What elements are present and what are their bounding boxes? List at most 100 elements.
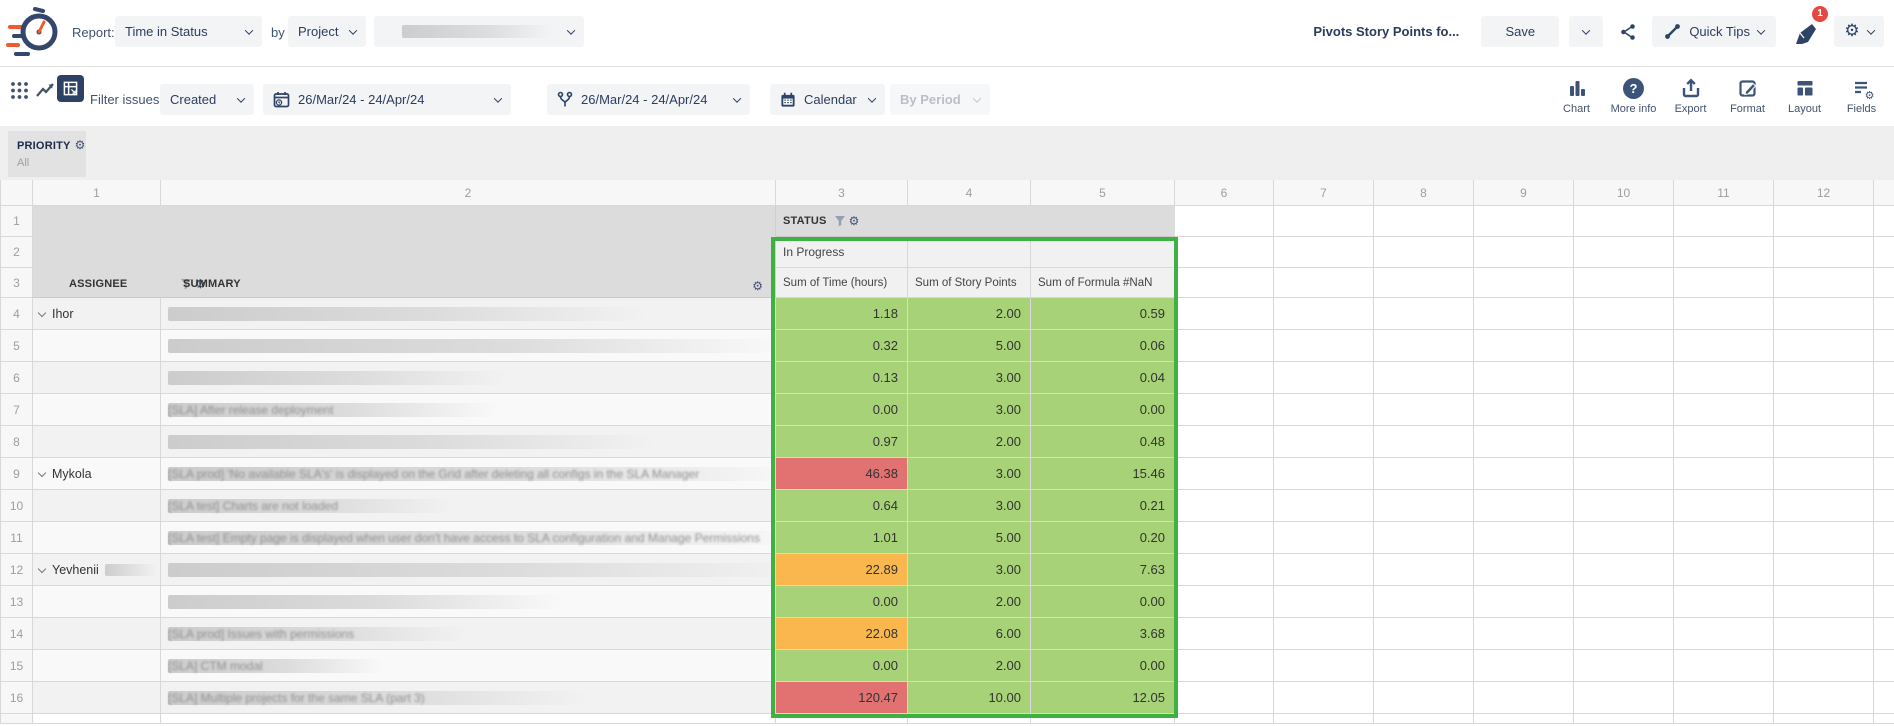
story-points-value-row7[interactable]: 3.00 (908, 394, 1031, 426)
formula-value-row9[interactable]: 15.46 (1031, 458, 1175, 490)
story-points-value-row13[interactable]: 2.00 (908, 586, 1031, 618)
assignee-cell-row7[interactable] (33, 394, 161, 426)
row-header-9[interactable]: 9 (1, 458, 33, 490)
measure-header-story-points[interactable]: Sum of Story Points (908, 268, 1031, 298)
assignee-cell-row9[interactable]: Mykola (33, 458, 161, 490)
column-header-7[interactable]: 7 (1274, 180, 1374, 206)
column-header-12[interactable]: 12 (1774, 180, 1874, 206)
summary-cell-row7[interactable]: [SLA] After release deployment (161, 394, 776, 426)
story-points-value-row8[interactable]: 2.00 (908, 426, 1031, 458)
summary-cell-row11[interactable]: [SLA test] Empty page is displayed when … (161, 522, 776, 554)
row-header-12[interactable]: 12 (1, 554, 33, 586)
assignee-cell-row6[interactable] (33, 362, 161, 394)
story-points-value-row10[interactable]: 3.00 (908, 490, 1031, 522)
column-header-11[interactable]: 11 (1674, 180, 1774, 206)
summary-cell-row4[interactable] (161, 298, 776, 330)
summary-cell-row14[interactable]: [SLA prod] Issues with permissions (161, 618, 776, 650)
row-header-16[interactable]: 16 (1, 682, 33, 714)
assignee-cell-row16[interactable] (33, 682, 161, 714)
formula-value-row6[interactable]: 0.04 (1031, 362, 1175, 394)
formula-value-row15[interactable]: 0.00 (1031, 650, 1175, 682)
formula-value-row12[interactable]: 7.63 (1031, 554, 1175, 586)
story-points-value-row15[interactable]: 2.00 (908, 650, 1031, 682)
assignee-cell-row13[interactable] (33, 586, 161, 618)
row-header-2[interactable]: 2 (1, 237, 33, 268)
time-in-status-value-row11[interactable]: 1.01 (776, 522, 908, 554)
summary-cell-row10[interactable]: [SLA test] Charts are not loaded (161, 490, 776, 522)
time-in-status-value-row8[interactable]: 0.97 (776, 426, 908, 458)
column-header-2[interactable]: 2 (161, 180, 776, 206)
column-header-5[interactable]: 5 (1031, 180, 1175, 206)
summary-cell-row8[interactable] (161, 426, 776, 458)
gear-icon[interactable]: ⚙ (195, 277, 206, 291)
time-in-status-value-row9[interactable]: 46.38 (776, 458, 908, 490)
column-header-6[interactable]: 6 (1175, 180, 1274, 206)
created-date-range-dropdown[interactable]: 26/Mar/24 - 24/Apr/24 (263, 84, 511, 115)
calendar-dropdown[interactable]: Calendar (770, 84, 885, 115)
group-by-dropdown[interactable]: Project (288, 16, 366, 47)
row-header-4[interactable]: 4 (1, 298, 33, 330)
row-header-3[interactable]: 3 (1, 268, 33, 298)
quick-tips-button[interactable]: Quick Tips (1652, 16, 1776, 47)
story-points-value-row6[interactable]: 3.00 (908, 362, 1031, 394)
assignee-cell-row14[interactable] (33, 618, 161, 650)
column-header-10[interactable]: 10 (1574, 180, 1674, 206)
row-header-13[interactable]: 13 (1, 586, 33, 618)
time-in-status-value-row13[interactable]: 0.00 (776, 586, 908, 618)
summary-cell-row16[interactable]: [SLA] Multiple projects for the same SLA… (161, 682, 776, 714)
time-in-status-value-row16[interactable]: 120.47 (776, 682, 908, 714)
expand-chevron-icon[interactable] (37, 468, 47, 477)
formula-value-row14[interactable]: 3.68 (1031, 618, 1175, 650)
summary-cell-row12[interactable] (161, 554, 776, 586)
summary-cell-row9[interactable]: [SLA prod] 'No available SLA's' is displ… (161, 458, 776, 490)
formula-value-row16[interactable]: 12.05 (1031, 682, 1175, 714)
summary-cell-row6[interactable] (161, 362, 776, 394)
assignee-cell-row8[interactable] (33, 426, 161, 458)
export-button[interactable]: Export (1662, 73, 1719, 115)
row-header-8[interactable]: 8 (1, 426, 33, 458)
summary-cell-row13[interactable] (161, 586, 776, 618)
story-points-value-row9[interactable]: 3.00 (908, 458, 1031, 490)
column-header-4[interactable]: 4 (908, 180, 1031, 206)
expand-chevron-icon[interactable] (37, 308, 47, 317)
status-value-cell[interactable]: In Progress (776, 237, 908, 268)
row-header-7[interactable]: 7 (1, 394, 33, 426)
layout-button[interactable]: Layout (1776, 73, 1833, 115)
gear-icon[interactable]: ⚙ (848, 214, 860, 228)
grid-view-icon[interactable] (10, 81, 29, 105)
time-in-status-value-row7[interactable]: 0.00 (776, 394, 908, 426)
time-in-status-value-row6[interactable]: 0.13 (776, 362, 908, 394)
share-button[interactable] (1612, 16, 1645, 47)
row-header-14[interactable]: 14 (1, 618, 33, 650)
story-points-value-row4[interactable]: 2.00 (908, 298, 1031, 330)
story-points-value-row11[interactable]: 5.00 (908, 522, 1031, 554)
row-header-5[interactable]: 5 (1, 330, 33, 362)
save-button[interactable]: Save (1481, 16, 1560, 47)
chart-button[interactable]: Chart (1548, 73, 1605, 115)
assignee-cell-row10[interactable] (33, 490, 161, 522)
filter-icon[interactable] (181, 278, 191, 290)
gear-icon[interactable]: ⚙ (74, 138, 86, 152)
story-points-value-row5[interactable]: 5.00 (908, 330, 1031, 362)
summary-cell-row5[interactable] (161, 330, 776, 362)
report-type-dropdown[interactable]: Time in Status (115, 16, 262, 47)
time-in-status-value-row12[interactable]: 22.89 (776, 554, 908, 586)
whats-new-button[interactable]: 1 (1790, 5, 1828, 49)
row-header-6[interactable]: 6 (1, 362, 33, 394)
row-header-10[interactable]: 10 (1, 490, 33, 522)
pivot-view-button[interactable] (57, 75, 84, 102)
measure-header-formula[interactable]: Sum of Formula #NaN (1031, 268, 1175, 298)
gear-icon[interactable]: ⚙ (752, 279, 763, 293)
story-points-value-row14[interactable]: 6.00 (908, 618, 1031, 650)
more-info-button[interactable]: ? More info (1605, 73, 1662, 115)
row-header-1[interactable]: 1 (1, 206, 33, 237)
column-header-8[interactable]: 8 (1374, 180, 1474, 206)
assignee-cell-row12[interactable]: Yevhenii (33, 554, 161, 586)
formula-value-row13[interactable]: 0.00 (1031, 586, 1175, 618)
time-in-status-value-row15[interactable]: 0.00 (776, 650, 908, 682)
chart-view-icon[interactable] (35, 80, 56, 106)
time-in-status-value-row5[interactable]: 0.32 (776, 330, 908, 362)
story-points-value-row12[interactable]: 3.00 (908, 554, 1031, 586)
column-header-3[interactable]: 3 (776, 180, 908, 206)
format-button[interactable]: Format (1719, 73, 1776, 115)
